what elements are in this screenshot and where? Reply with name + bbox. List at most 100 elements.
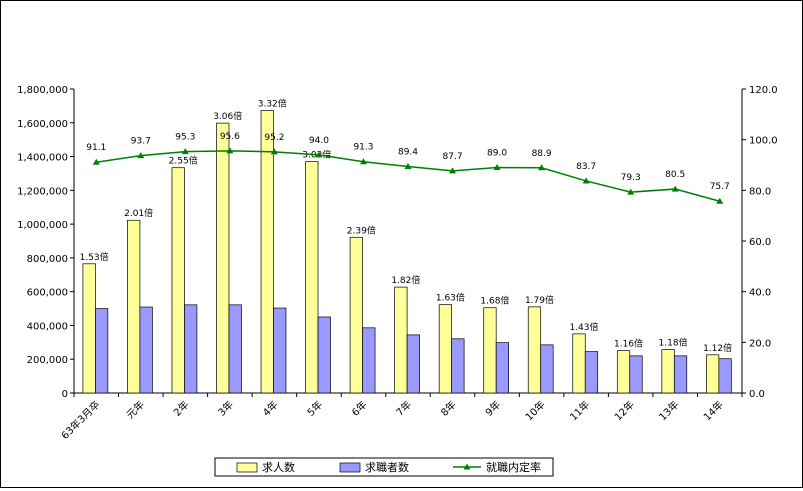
line-marker bbox=[315, 151, 323, 158]
bar-ratio-label: 1.82倍 bbox=[391, 274, 420, 286]
line-value-label: 88.9 bbox=[532, 149, 552, 159]
x-category-label: 7年 bbox=[393, 398, 414, 419]
bar-kyushoku bbox=[95, 308, 109, 394]
line-marker bbox=[359, 158, 367, 165]
x-category-label: 12年 bbox=[612, 398, 637, 423]
line-marker bbox=[493, 164, 501, 171]
bar-kyushoku bbox=[406, 334, 420, 394]
bar-ratio-label: 2.39倍 bbox=[347, 224, 376, 236]
legend-swatch-kyujin bbox=[236, 462, 258, 473]
bar-kyushoku bbox=[718, 358, 732, 394]
bar-ratio-label: 2.55倍 bbox=[169, 155, 198, 167]
line-marker bbox=[671, 185, 679, 192]
right-tick-label: 40.0 bbox=[749, 288, 771, 299]
bar-kyujin bbox=[616, 350, 631, 394]
bar-kyushoku bbox=[362, 327, 376, 394]
x-category-label: 6年 bbox=[349, 398, 370, 419]
line-marker bbox=[716, 197, 724, 204]
bar-kyushoku bbox=[228, 304, 242, 394]
bar-kyujin bbox=[260, 110, 274, 394]
x-category-label: 9年 bbox=[482, 398, 503, 419]
legend-label-naitei: 就職内定率 bbox=[486, 460, 541, 474]
bar-kyujin bbox=[171, 167, 185, 394]
x-category-label: 元年 bbox=[124, 398, 147, 421]
left-tick-label: 1,400,000 bbox=[17, 153, 68, 164]
line-value-label: 75.7 bbox=[710, 182, 730, 192]
x-category-label: 8年 bbox=[438, 398, 459, 419]
x-category-label: 10年 bbox=[522, 398, 547, 423]
bar-kyujin bbox=[483, 307, 497, 394]
bar-ratio-label: 1.16倍 bbox=[614, 338, 643, 350]
bar-ratio-label: 3.32倍 bbox=[258, 97, 287, 109]
left-tick-label: 0 bbox=[62, 389, 68, 400]
bar-kyujin bbox=[706, 354, 720, 394]
line-value-label: 93.7 bbox=[131, 137, 151, 147]
bar-kyushoku bbox=[139, 306, 153, 394]
line-marker bbox=[270, 148, 278, 155]
bar-kyushoku bbox=[451, 338, 465, 394]
line-marker bbox=[449, 167, 457, 174]
line-value-label: 94.0 bbox=[309, 136, 329, 146]
line-marker bbox=[92, 158, 100, 165]
bar-kyushoku bbox=[495, 342, 509, 394]
left-tick-label: 1,800,000 bbox=[17, 85, 68, 96]
line-value-label: 89.0 bbox=[487, 149, 507, 159]
x-category-label: 3年 bbox=[215, 398, 236, 419]
left-tick-label: 1,600,000 bbox=[17, 119, 68, 130]
bar-kyushoku bbox=[317, 316, 331, 394]
bar-ratio-label: 1.18倍 bbox=[659, 337, 688, 349]
x-category-label: 13年 bbox=[656, 398, 681, 423]
left-tick-label: 1,200,000 bbox=[17, 186, 68, 197]
line-value-label: 95.3 bbox=[175, 133, 195, 143]
line-marker bbox=[627, 188, 635, 195]
x-category-label: 4年 bbox=[260, 398, 281, 419]
x-category-label: 5年 bbox=[304, 398, 325, 419]
line-value-label: 83.7 bbox=[576, 162, 596, 172]
bar-kyujin bbox=[438, 304, 452, 394]
right-tick-label: 0.0 bbox=[749, 389, 765, 400]
bar-kyushoku bbox=[673, 355, 688, 394]
legend-label-kyujin: 求人数 bbox=[262, 461, 295, 474]
line-value-label: 79.3 bbox=[621, 173, 641, 183]
bar-ratio-label: 1.68倍 bbox=[480, 295, 509, 307]
bar-kyujin bbox=[527, 306, 542, 394]
bar-ratio-label: 1.12倍 bbox=[703, 342, 732, 354]
bar-kyujin bbox=[394, 286, 408, 394]
left-tick-label: 200,000 bbox=[27, 355, 68, 366]
x-category-label: 11年 bbox=[567, 398, 592, 423]
x-category-label: 2年 bbox=[171, 398, 192, 419]
line-marker bbox=[181, 148, 189, 155]
legend-marker-naitei bbox=[463, 463, 471, 470]
left-tick-label: 1,000,000 bbox=[17, 220, 68, 231]
bar-ratio-label: 3.06倍 bbox=[213, 110, 242, 122]
bar-kyujin bbox=[349, 236, 363, 394]
line-value-label: 95.6 bbox=[220, 132, 240, 142]
bar-kyushoku bbox=[184, 304, 198, 394]
line-value-label: 87.7 bbox=[443, 152, 463, 162]
right-tick-label: 120.0 bbox=[749, 85, 778, 96]
left-tick-label: 800,000 bbox=[27, 254, 68, 265]
line-marker bbox=[582, 177, 590, 184]
legend-swatch-kyushoku bbox=[339, 462, 361, 473]
right-tick-label: 80.0 bbox=[749, 186, 771, 197]
bar-kyujin bbox=[216, 122, 230, 394]
line-marker bbox=[137, 152, 145, 159]
x-category-label: 14年 bbox=[701, 398, 726, 423]
line-value-label: 89.4 bbox=[398, 148, 418, 158]
right-tick-label: 60.0 bbox=[749, 237, 771, 248]
bar-ratio-label: 2.01倍 bbox=[124, 207, 153, 219]
bar-ratio-label: 1.43倍 bbox=[569, 321, 598, 333]
bar-kyujin bbox=[82, 263, 96, 394]
bar-ratio-label: 1.53倍 bbox=[80, 251, 109, 263]
line-marker bbox=[538, 164, 546, 171]
bar-kyushoku bbox=[540, 344, 554, 394]
bar-kyushoku bbox=[629, 355, 643, 394]
legend-label-kyushoku: 求職者数 bbox=[365, 461, 409, 474]
left-tick-label: 400,000 bbox=[27, 321, 68, 332]
bar-kyujin bbox=[127, 219, 141, 394]
bar-kyushoku bbox=[273, 307, 287, 394]
line-value-label: 80.5 bbox=[665, 170, 685, 180]
bar-kyujin bbox=[661, 349, 675, 394]
